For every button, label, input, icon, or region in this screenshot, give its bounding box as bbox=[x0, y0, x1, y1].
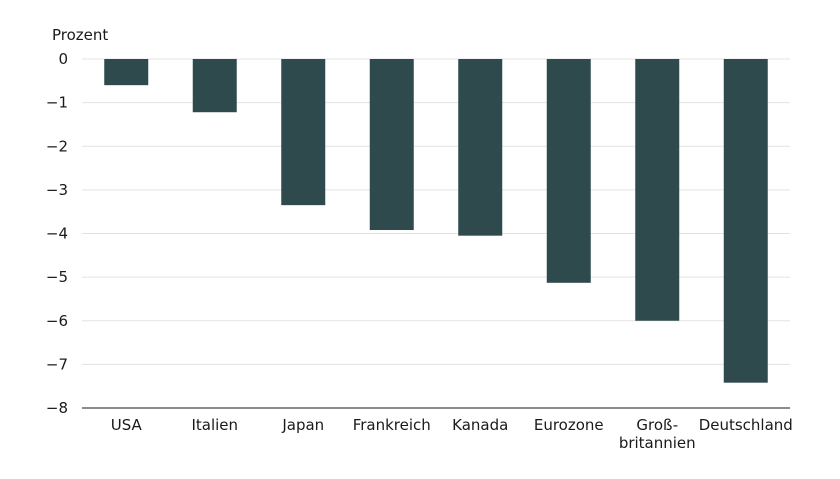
x-tick-label-line: Deutschland bbox=[699, 416, 793, 434]
x-tick-label: Eurozone bbox=[534, 416, 604, 434]
bar bbox=[458, 59, 503, 236]
y-tick-label: −3 bbox=[46, 181, 68, 199]
x-tick-label: Deutschland bbox=[699, 416, 793, 434]
y-tick-label: 0 bbox=[58, 50, 68, 68]
x-tick-label: Frankreich bbox=[353, 416, 431, 434]
bar bbox=[635, 59, 680, 321]
x-tick-label-line: Italien bbox=[191, 416, 238, 434]
bars bbox=[104, 59, 768, 383]
bar bbox=[281, 59, 326, 206]
x-tick-label: Italien bbox=[191, 416, 238, 434]
x-tick-label: Groß-britannien bbox=[619, 416, 696, 452]
x-tick-label-line: Japan bbox=[281, 416, 324, 434]
y-tick-label: −4 bbox=[46, 225, 68, 243]
gridlines bbox=[82, 58, 790, 409]
bar bbox=[546, 59, 591, 283]
x-tick-label: Japan bbox=[281, 416, 324, 434]
x-tick-label: USA bbox=[111, 416, 143, 434]
bar bbox=[369, 59, 414, 231]
y-axis-unit-label: Prozent bbox=[52, 26, 108, 44]
x-tick-label: Kanada bbox=[452, 416, 508, 434]
y-tick-label: −7 bbox=[46, 355, 68, 373]
x-tick-label-line: Frankreich bbox=[353, 416, 431, 434]
y-tick-label: −1 bbox=[46, 94, 68, 112]
x-axis-labels: USA Italien Japan Frankreich Kanada Eurozone G… bbox=[111, 416, 793, 452]
x-tick-label-line: Groß- bbox=[636, 416, 678, 434]
bar bbox=[723, 59, 768, 383]
x-tick-label-line: Kanada bbox=[452, 416, 508, 434]
y-tick-label: −6 bbox=[46, 312, 68, 330]
x-tick-label-line: USA bbox=[111, 416, 143, 434]
y-tick-label: −2 bbox=[46, 137, 68, 155]
x-tick-label-line: britannien bbox=[619, 434, 696, 452]
y-tick-label: −8 bbox=[46, 399, 68, 417]
y-axis-ticks: 0 −1 −2 −3 −4 −5 −6 −7 −8 bbox=[46, 50, 68, 417]
bar bbox=[192, 59, 237, 113]
y-tick-label: −5 bbox=[46, 268, 68, 286]
x-tick-label-line: Eurozone bbox=[534, 416, 604, 434]
bar bbox=[104, 59, 149, 86]
